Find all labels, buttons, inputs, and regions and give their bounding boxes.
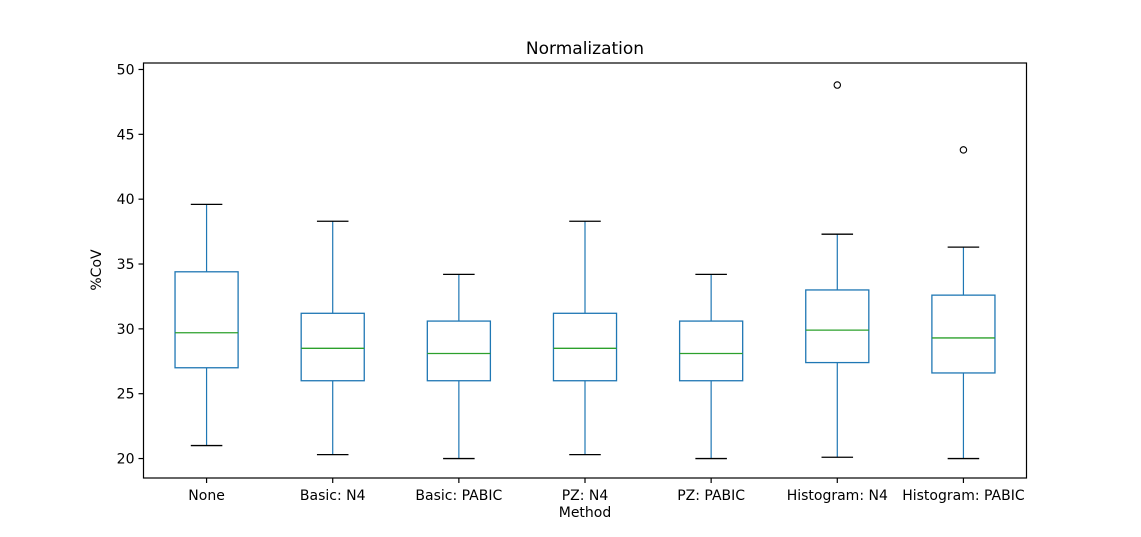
y-tick-label: 45 <box>117 127 135 143</box>
x-tick-label: PZ: PABIC <box>677 488 745 504</box>
chart-title: Normalization <box>525 39 645 59</box>
y-tick-label: 50 <box>117 62 135 78</box>
outlier-marker <box>833 81 842 89</box>
box-iqr <box>931 294 996 374</box>
box-iqr <box>678 320 744 382</box>
x-tick-label: PZ: N4 <box>562 488 609 504</box>
x-tick-label: Histogram: N4 <box>787 488 888 504</box>
x-tick-label: None <box>188 488 225 504</box>
x-tick-label: Basic: N4 <box>300 488 366 504</box>
x-tick-label: Basic: PABIC <box>415 488 502 504</box>
y-tick-label: 30 <box>117 322 135 338</box>
x-axis-label: Method <box>558 505 612 521</box>
x-tick-label: Histogram: PABIC <box>902 488 1025 504</box>
y-tick-label: 25 <box>117 387 135 403</box>
box-iqr <box>552 312 618 382</box>
box-iqr <box>805 289 870 364</box>
box-iqr <box>426 320 492 382</box>
y-tick-label: 35 <box>117 257 135 273</box>
box-iqr <box>174 271 239 369</box>
y-tick-label: 40 <box>117 192 135 208</box>
outlier-marker <box>959 146 968 154</box>
box-iqr <box>300 312 365 382</box>
y-tick-label: 20 <box>117 452 135 468</box>
